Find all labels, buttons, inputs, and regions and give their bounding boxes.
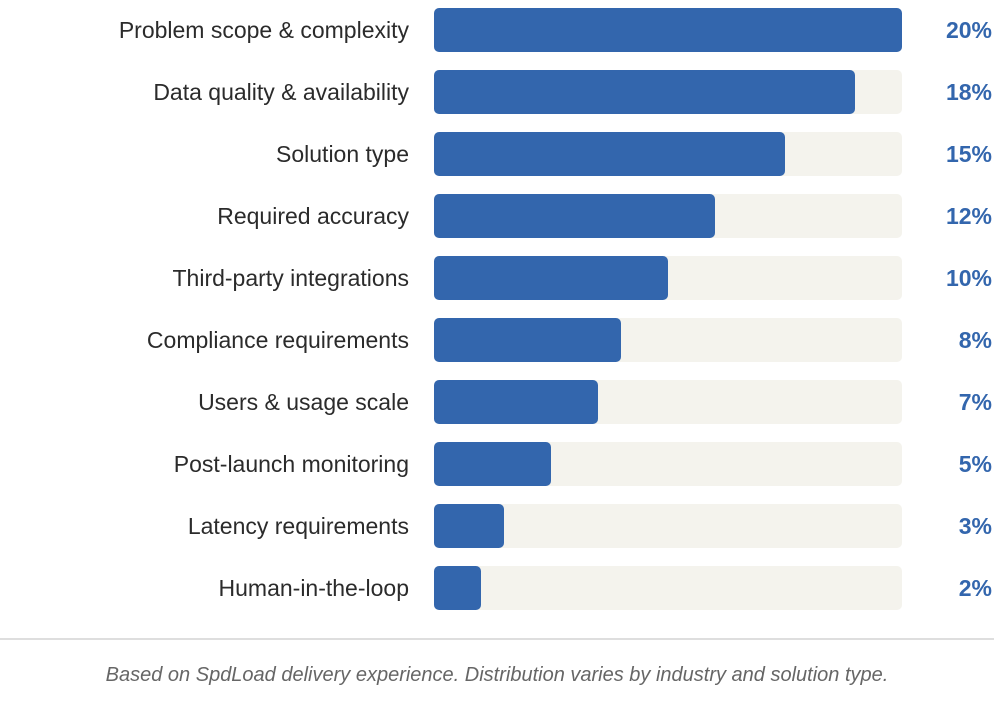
bar	[434, 566, 481, 610]
bar-label: Latency requirements	[187, 513, 409, 539]
bar-track	[434, 70, 902, 114]
bar	[434, 8, 902, 52]
bar-value-label: 18%	[945, 79, 992, 105]
bar	[434, 442, 551, 486]
bar-track	[434, 442, 902, 486]
bar	[434, 318, 621, 362]
bar-track	[434, 8, 902, 52]
bar	[434, 70, 855, 114]
bar-track	[434, 318, 902, 362]
bar-label: Solution type	[276, 141, 409, 167]
bar-value-label: 3%	[958, 513, 992, 539]
bar-value-label: 12%	[945, 203, 992, 229]
bar-label: Post-launch monitoring	[173, 451, 409, 477]
bar-track	[434, 504, 902, 548]
footnote: Based on SpdLoad delivery experience. Di…	[105, 664, 889, 686]
bar-label: Problem scope & complexity	[118, 17, 409, 43]
bar-track	[434, 566, 902, 610]
bar-track	[434, 256, 902, 300]
bar-track	[434, 380, 902, 424]
bar-label: Required accuracy	[217, 203, 409, 229]
bar	[434, 380, 598, 424]
bar-value-label: 15%	[945, 141, 992, 167]
bar-value-label: 10%	[945, 265, 992, 291]
bar-value-label: 7%	[958, 389, 992, 415]
bar-label: Data quality & availability	[153, 79, 409, 105]
bar	[434, 194, 715, 238]
bar-label: Human-in-the-loop	[218, 575, 409, 601]
bar-value-label: 5%	[958, 451, 992, 477]
divider	[0, 638, 994, 640]
bar-value-label: 2%	[958, 575, 992, 601]
bar-value-label: 8%	[958, 327, 992, 353]
bar-chart: Problem scope & complexity 20% Data qualit…	[118, 8, 992, 610]
bar-label: Users & usage scale	[198, 389, 409, 415]
bar-track	[434, 194, 902, 238]
bar-label: Third-party integrations	[172, 265, 410, 291]
bar	[434, 504, 504, 548]
bar	[434, 132, 785, 176]
bar-track	[434, 132, 902, 176]
bar-value-label: 20%	[945, 17, 992, 43]
bar-label: Compliance requirements	[146, 327, 409, 353]
bar	[434, 256, 668, 300]
